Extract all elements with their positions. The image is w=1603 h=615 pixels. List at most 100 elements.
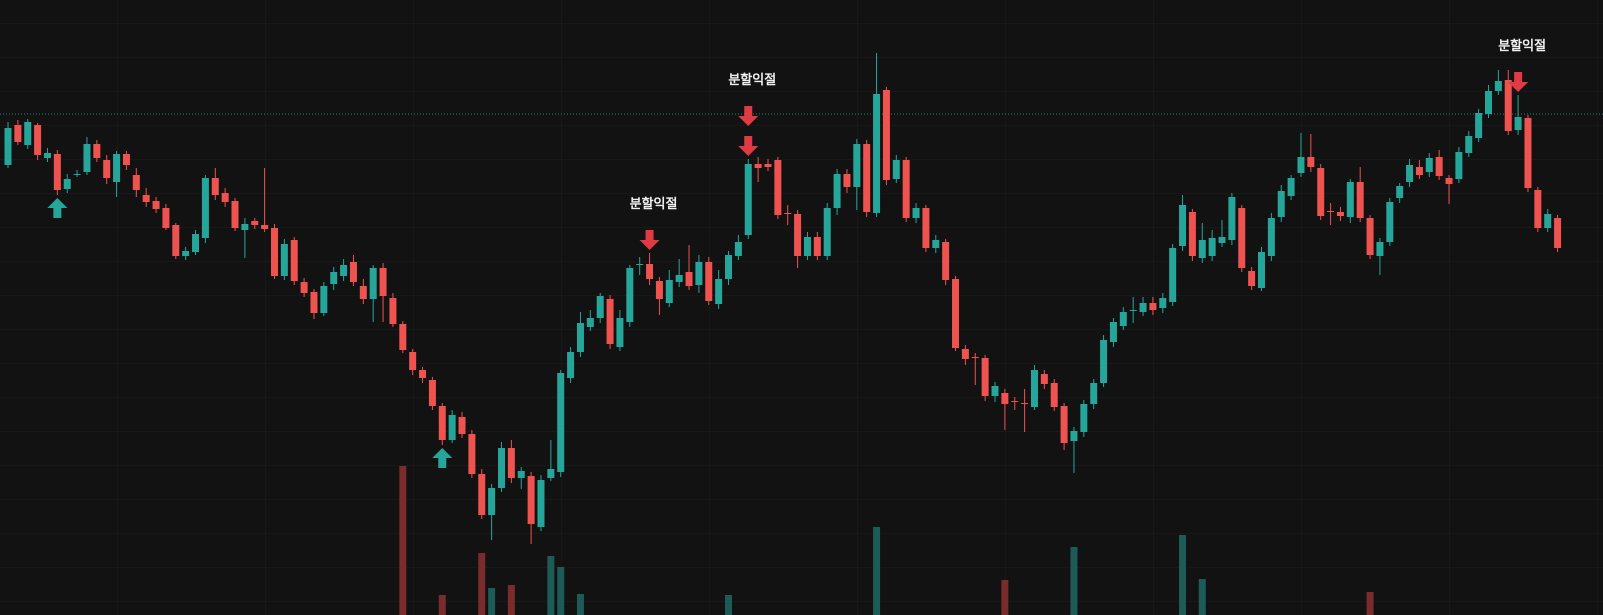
buy-arrow bbox=[432, 448, 453, 468]
candle-body bbox=[715, 279, 723, 304]
candle-body bbox=[290, 240, 298, 281]
candle-body bbox=[1100, 340, 1108, 383]
candle-body bbox=[241, 224, 249, 230]
candle-body bbox=[626, 268, 634, 322]
candle-body bbox=[1445, 178, 1453, 184]
candle-body bbox=[478, 474, 486, 515]
candle-body bbox=[409, 352, 417, 370]
candle-body bbox=[1129, 310, 1137, 311]
signal-label: 분할익절 bbox=[630, 196, 678, 212]
candle-body bbox=[369, 268, 377, 299]
candle-body bbox=[734, 242, 742, 256]
candle-body bbox=[122, 154, 130, 165]
candle-body bbox=[813, 237, 821, 256]
candle-body bbox=[359, 286, 367, 299]
sell-arrow bbox=[1508, 72, 1529, 92]
candle-body bbox=[162, 208, 170, 228]
candle-body bbox=[1208, 238, 1216, 256]
candle-body bbox=[1327, 211, 1335, 212]
candle-body bbox=[961, 349, 969, 359]
candle-body bbox=[320, 286, 328, 313]
candle-body bbox=[527, 476, 535, 524]
candle-body bbox=[1179, 205, 1187, 246]
candle-body bbox=[665, 280, 673, 303]
candle-body bbox=[182, 251, 190, 256]
candle-body bbox=[1554, 218, 1562, 248]
candle-body bbox=[261, 225, 269, 229]
volume-bar bbox=[488, 588, 496, 615]
candle-body bbox=[349, 262, 357, 282]
candle-body bbox=[1248, 271, 1256, 286]
candle-body bbox=[764, 164, 772, 167]
candle-body bbox=[754, 164, 762, 168]
volume-bar bbox=[1179, 535, 1187, 615]
candle-body bbox=[83, 144, 91, 172]
candle-body bbox=[744, 164, 752, 235]
candle-body bbox=[1287, 178, 1295, 196]
candle-body bbox=[1001, 393, 1009, 404]
candle-body bbox=[636, 264, 644, 265]
volume-bar bbox=[1001, 580, 1009, 615]
candle-body bbox=[1534, 190, 1542, 228]
candle-body bbox=[833, 174, 841, 208]
candle-body bbox=[399, 324, 407, 350]
volume-bar bbox=[873, 527, 881, 615]
candle-body bbox=[1267, 218, 1275, 256]
volume-bar bbox=[1070, 547, 1078, 615]
candle-body bbox=[991, 386, 999, 396]
candle-body bbox=[389, 298, 397, 324]
candle-body bbox=[1070, 431, 1078, 441]
candle-body bbox=[340, 265, 348, 276]
candle-body bbox=[1544, 214, 1552, 228]
candle-body bbox=[1060, 406, 1068, 443]
candle-body bbox=[892, 160, 900, 179]
candle-body bbox=[586, 318, 594, 327]
candle-body bbox=[576, 323, 584, 352]
candle-body bbox=[1277, 191, 1285, 217]
candle-body bbox=[251, 221, 259, 225]
candle-body bbox=[14, 125, 22, 142]
signal-label: 분할익절 bbox=[1498, 38, 1546, 54]
volume-bar bbox=[438, 595, 446, 615]
candle-body bbox=[1475, 113, 1483, 138]
candle-body bbox=[902, 160, 910, 218]
candle-body bbox=[428, 380, 436, 406]
candle-body bbox=[1396, 186, 1404, 198]
candle-body bbox=[863, 144, 871, 212]
candle-body bbox=[1109, 322, 1117, 342]
candle-body bbox=[685, 272, 693, 286]
candle-body bbox=[873, 94, 881, 213]
candle-body bbox=[1406, 165, 1414, 182]
volume-bar bbox=[507, 585, 515, 615]
candle-body bbox=[458, 417, 466, 434]
sell-arrow bbox=[738, 106, 759, 126]
candle-body bbox=[1169, 248, 1177, 302]
candle-body bbox=[73, 174, 81, 175]
candle-body bbox=[1198, 240, 1206, 258]
candle-body bbox=[517, 471, 525, 478]
candle-body bbox=[912, 208, 920, 218]
candle-body bbox=[1238, 208, 1246, 268]
candle-body bbox=[498, 448, 505, 488]
candle-body bbox=[1415, 167, 1423, 175]
candle-body bbox=[1366, 218, 1374, 255]
candle-body bbox=[952, 279, 960, 348]
candle-body bbox=[567, 352, 575, 378]
candle-body bbox=[192, 234, 200, 252]
candle-body bbox=[1011, 401, 1019, 402]
volume-bar bbox=[1198, 579, 1206, 615]
candle-body bbox=[803, 237, 811, 256]
candle-body bbox=[43, 153, 51, 158]
candle-body bbox=[1485, 91, 1492, 114]
candle-body bbox=[557, 373, 565, 472]
candle-body bbox=[1346, 182, 1354, 217]
candle-body bbox=[1257, 252, 1265, 288]
candle-body bbox=[142, 195, 150, 202]
candle-body bbox=[1376, 242, 1384, 256]
candle-body bbox=[310, 292, 318, 313]
candle-body bbox=[1159, 298, 1167, 308]
candle-body bbox=[823, 208, 831, 256]
candle-body bbox=[794, 214, 802, 256]
buy-arrow bbox=[47, 198, 68, 218]
